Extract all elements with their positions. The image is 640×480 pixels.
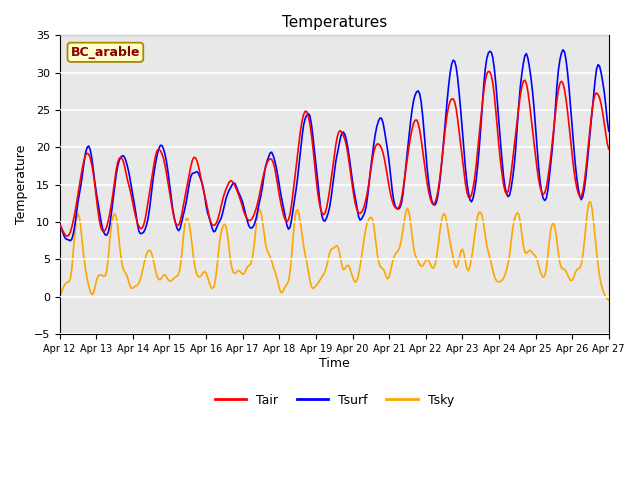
Legend: Tair, Tsurf, Tsky: Tair, Tsurf, Tsky xyxy=(210,389,459,411)
X-axis label: Time: Time xyxy=(319,357,349,370)
Title: Temperatures: Temperatures xyxy=(282,15,387,30)
Y-axis label: Temperature: Temperature xyxy=(15,145,28,225)
Text: BC_arable: BC_arable xyxy=(70,46,140,59)
